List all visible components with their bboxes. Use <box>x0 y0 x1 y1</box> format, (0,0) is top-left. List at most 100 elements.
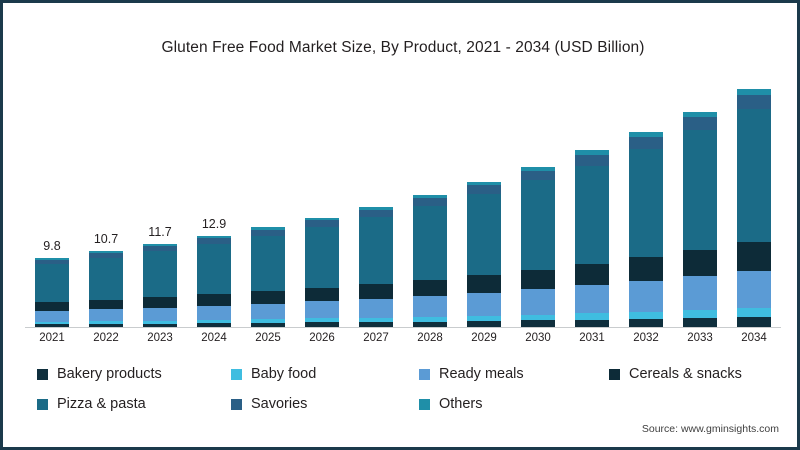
bar-segment[interactable] <box>737 270 771 309</box>
bar-segment[interactable] <box>629 148 663 258</box>
bar-segment[interactable] <box>251 235 285 292</box>
bar-segment[interactable] <box>413 316 447 322</box>
bar-segment[interactable] <box>143 251 177 298</box>
bar-segment[interactable] <box>521 170 555 181</box>
bar-segment[interactable] <box>413 194 447 199</box>
bar-segment[interactable] <box>683 249 717 277</box>
bar-segment[interactable] <box>197 243 231 295</box>
bar-segment[interactable] <box>35 324 69 327</box>
bar-segment[interactable] <box>305 220 339 227</box>
bar-segment[interactable] <box>35 263 69 303</box>
bar-segment[interactable] <box>89 257 123 300</box>
bar-segment[interactable] <box>521 180 555 270</box>
bar-segment[interactable] <box>629 257 663 282</box>
legend-item[interactable]: Others <box>419 389 609 419</box>
bar-segment[interactable] <box>35 321 69 325</box>
legend-item[interactable]: Baby food <box>231 359 419 389</box>
bar-segment[interactable] <box>575 150 609 155</box>
bar-segment[interactable] <box>89 309 123 322</box>
bar-segment[interactable] <box>197 323 231 327</box>
bar-segment[interactable] <box>575 165 609 264</box>
stacked-bar[interactable] <box>143 244 177 327</box>
bar-segment[interactable] <box>521 320 555 327</box>
bar-group[interactable] <box>673 75 727 327</box>
bar-group[interactable]: 11.7 <box>133 75 187 327</box>
bar-segment[interactable] <box>305 318 339 323</box>
legend-item[interactable]: Pizza & pasta <box>37 389 231 419</box>
bar-segment[interactable] <box>359 284 393 299</box>
bar-segment[interactable] <box>683 276 717 311</box>
bar-segment[interactable] <box>413 279 447 296</box>
bar-segment[interactable] <box>467 184 501 194</box>
bar-segment[interactable] <box>467 292 501 316</box>
stacked-bar[interactable] <box>683 111 717 327</box>
bar-segment[interactable] <box>575 313 609 320</box>
stacked-bar[interactable] <box>467 181 501 327</box>
bar-segment[interactable] <box>575 263 609 286</box>
bar-group[interactable] <box>241 75 295 327</box>
bar-segment[interactable] <box>629 311 663 319</box>
bar-segment[interactable] <box>413 198 447 207</box>
bar-segment[interactable] <box>35 302 69 311</box>
bar-segment[interactable] <box>35 257 69 260</box>
bar-segment[interactable] <box>35 310 69 322</box>
bar-segment[interactable] <box>197 305 231 320</box>
bar-segment[interactable] <box>305 301 339 319</box>
bar-segment[interactable] <box>737 94 771 110</box>
bar-group[interactable] <box>619 75 673 327</box>
bar-segment[interactable] <box>521 166 555 171</box>
bar-segment[interactable] <box>251 227 285 230</box>
bar-segment[interactable] <box>575 285 609 314</box>
stacked-bar[interactable] <box>35 257 69 327</box>
bar-segment[interactable] <box>737 308 771 318</box>
bar-segment[interactable] <box>521 269 555 290</box>
legend-item[interactable]: Cereals & snacks <box>609 359 777 389</box>
bar-segment[interactable] <box>521 289 555 315</box>
bar-group[interactable] <box>457 75 511 327</box>
bar-segment[interactable] <box>737 109 771 242</box>
bar-segment[interactable] <box>629 318 663 327</box>
bar-segment[interactable] <box>413 295 447 317</box>
bar-segment[interactable] <box>683 116 717 131</box>
bar-segment[interactable] <box>467 274 501 293</box>
bar-group[interactable]: 9.8 <box>25 75 79 327</box>
bar-segment[interactable] <box>467 193 501 275</box>
bar-segment[interactable] <box>305 217 339 221</box>
bar-segment[interactable] <box>305 226 339 288</box>
bar-segment[interactable] <box>143 307 177 321</box>
bar-segment[interactable] <box>467 321 501 327</box>
bar-group[interactable] <box>295 75 349 327</box>
bar-segment[interactable] <box>575 154 609 166</box>
bar-segment[interactable] <box>251 319 285 323</box>
stacked-bar[interactable] <box>359 207 393 327</box>
bar-segment[interactable] <box>629 281 663 312</box>
bar-segment[interactable] <box>521 314 555 321</box>
bar-group[interactable]: 10.7 <box>79 75 133 327</box>
stacked-bar[interactable] <box>197 235 231 327</box>
bar-segment[interactable] <box>359 298 393 318</box>
bar-segment[interactable] <box>251 322 285 327</box>
bar-segment[interactable] <box>575 319 609 327</box>
bar-segment[interactable] <box>683 130 717 250</box>
stacked-bar[interactable] <box>89 251 123 327</box>
bar-segment[interactable] <box>737 241 771 271</box>
bar-group[interactable] <box>511 75 565 327</box>
bar-segment[interactable] <box>359 317 393 323</box>
bar-segment[interactable] <box>359 207 393 210</box>
bar-segment[interactable] <box>143 297 177 308</box>
bar-group[interactable]: 12.9 <box>187 75 241 327</box>
bar-segment[interactable] <box>197 294 231 306</box>
stacked-bar[interactable] <box>737 89 771 327</box>
bar-segment[interactable] <box>413 321 447 327</box>
stacked-bar[interactable] <box>305 217 339 327</box>
bar-segment[interactable] <box>467 181 501 185</box>
bar-segment[interactable] <box>359 322 393 327</box>
bar-segment[interactable] <box>89 323 123 327</box>
bar-segment[interactable] <box>89 251 123 254</box>
legend-item[interactable]: Ready meals <box>419 359 609 389</box>
bar-segment[interactable] <box>197 238 231 244</box>
bar-segment[interactable] <box>467 315 501 321</box>
legend-item[interactable]: Bakery products <box>37 359 231 389</box>
bar-segment[interactable] <box>143 246 177 252</box>
bar-segment[interactable] <box>35 259 69 264</box>
